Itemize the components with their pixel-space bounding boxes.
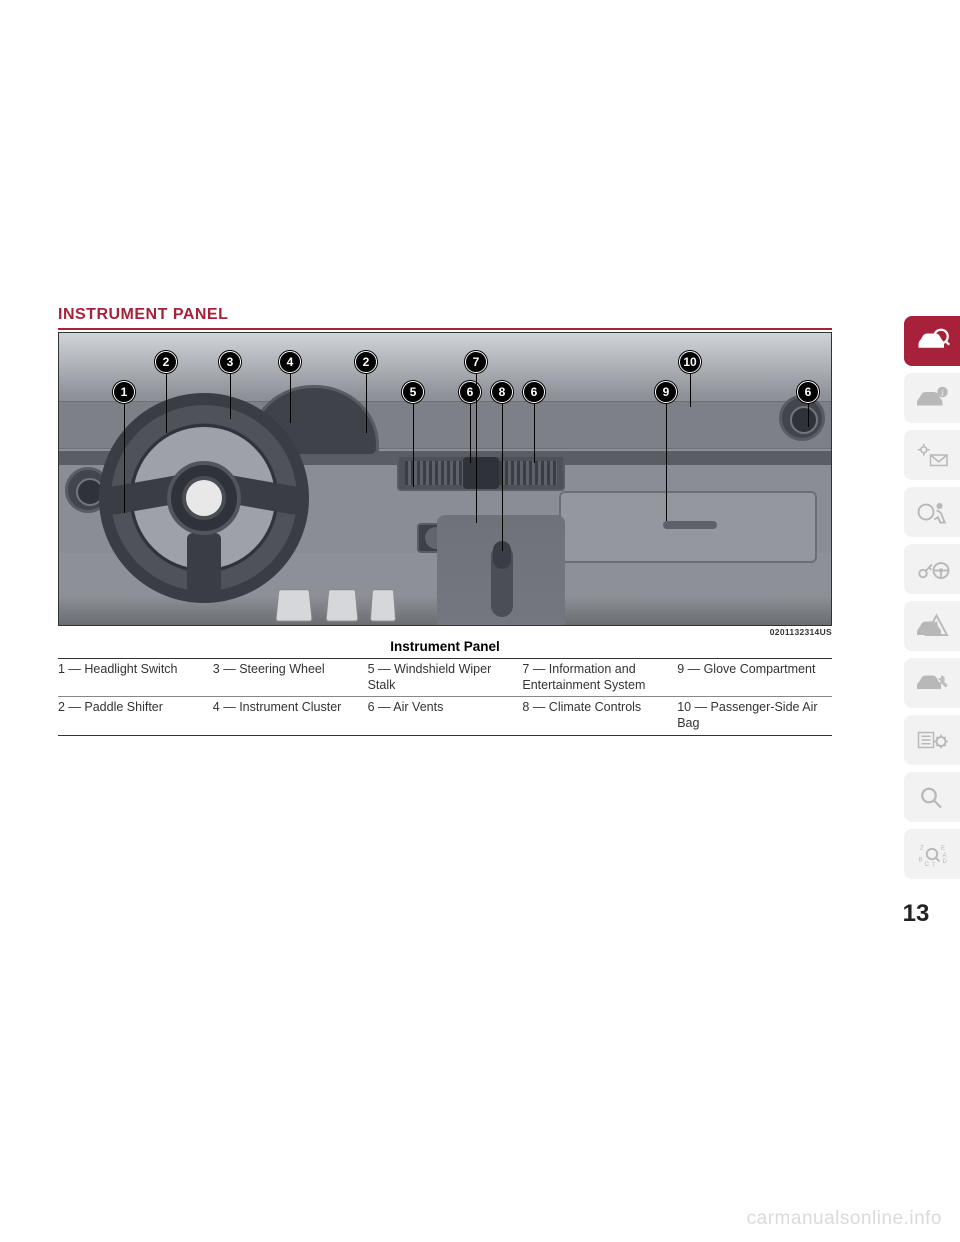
tab-lights[interactable] [904,430,960,480]
tab-specs[interactable] [904,715,960,765]
callout-leader [124,403,125,513]
svg-text:i: i [941,388,944,399]
svg-text:T: T [932,863,936,869]
callout-leader [502,403,503,551]
svg-text:B: B [919,858,923,864]
legend-cell: 4 — Instrument Cluster [213,697,368,735]
callout-10: 10 [679,351,701,373]
callout-leader [230,373,231,419]
legend-cell: 9 — Glove Compartment [677,659,832,697]
glove-compartment-illustration [559,491,817,563]
steering-wheel-illustration [99,393,309,603]
section-title: INSTRUMENT PANEL [58,306,832,330]
callout-leader [808,403,809,427]
svg-text:Z: Z [920,846,924,852]
svg-text:C: C [925,862,930,868]
lights-icon [914,440,950,470]
legend-cell: 8 — Climate Controls [522,697,677,735]
warning-icon [914,611,950,641]
callout-leader [476,373,477,523]
callout-6: 6 [797,381,819,403]
key-wheel-icon [914,554,950,584]
legend-cell: 6 — Air Vents [368,697,523,735]
legend-cell: 7 — Information and Entertainment System [522,659,677,697]
figure-caption: Instrument Panel [58,639,832,654]
search-icon [914,782,950,812]
legend-cell: 3 — Steering Wheel [213,659,368,697]
section-tabs: i Z E B A CT D [904,316,960,886]
callout-leader [290,373,291,423]
tab-maintenance[interactable] [904,658,960,708]
instrument-panel-figure: 12342567869106 [58,332,832,626]
callout-7: 7 [465,351,487,373]
legend-cell: 1 — Headlight Switch [58,659,213,697]
legend-cell: 2 — Paddle Shifter [58,697,213,735]
svg-text:E: E [941,846,945,852]
gear-shifter-illustration [491,545,513,617]
tab-index[interactable]: Z E B A CT D [904,829,960,879]
callout-leader [166,373,167,433]
car-inspect-icon [914,326,950,356]
page-number: 13 [888,900,944,928]
index-icon: Z E B A CT D [914,839,950,869]
callout-1: 1 [113,381,135,403]
callout-leader [690,373,691,407]
callout-5: 5 [402,381,424,403]
callout-leader [666,403,667,521]
tab-search[interactable] [904,772,960,822]
callout-3: 3 [219,351,241,373]
tab-safety[interactable] [904,487,960,537]
maintenance-icon [914,668,950,698]
watermark: carmanualsonline.info [747,1208,942,1230]
tab-starting[interactable] [904,544,960,594]
air-vent-right [779,395,825,441]
callout-leader [366,373,367,433]
legend-table: 1 — Headlight Switch 3 — Steering Wheel … [58,658,832,736]
tab-vehicle-info[interactable]: i [904,373,960,423]
legend-cell: 5 — Windshield Wiper Stalk [368,659,523,697]
callout-2: 2 [155,351,177,373]
callout-8: 8 [491,381,513,403]
callout-6: 6 [523,381,545,403]
callout-9: 9 [655,381,677,403]
callout-6: 6 [459,381,481,403]
settings-list-icon [914,725,950,755]
car-info-icon: i [914,383,950,413]
callout-4: 4 [279,351,301,373]
svg-text:A: A [943,853,947,859]
callout-leader [413,403,414,487]
svg-text:D: D [943,859,948,865]
callout-leader [470,403,471,463]
airbag-icon [914,497,950,527]
tab-vehicle-overview[interactable] [904,316,960,366]
tab-emergency[interactable] [904,601,960,651]
callout-leader [534,403,535,463]
figure-id: 0201132314US [58,627,832,637]
legend-cell: 10 — Passenger-Side Air Bag [677,697,832,735]
callout-2: 2 [355,351,377,373]
